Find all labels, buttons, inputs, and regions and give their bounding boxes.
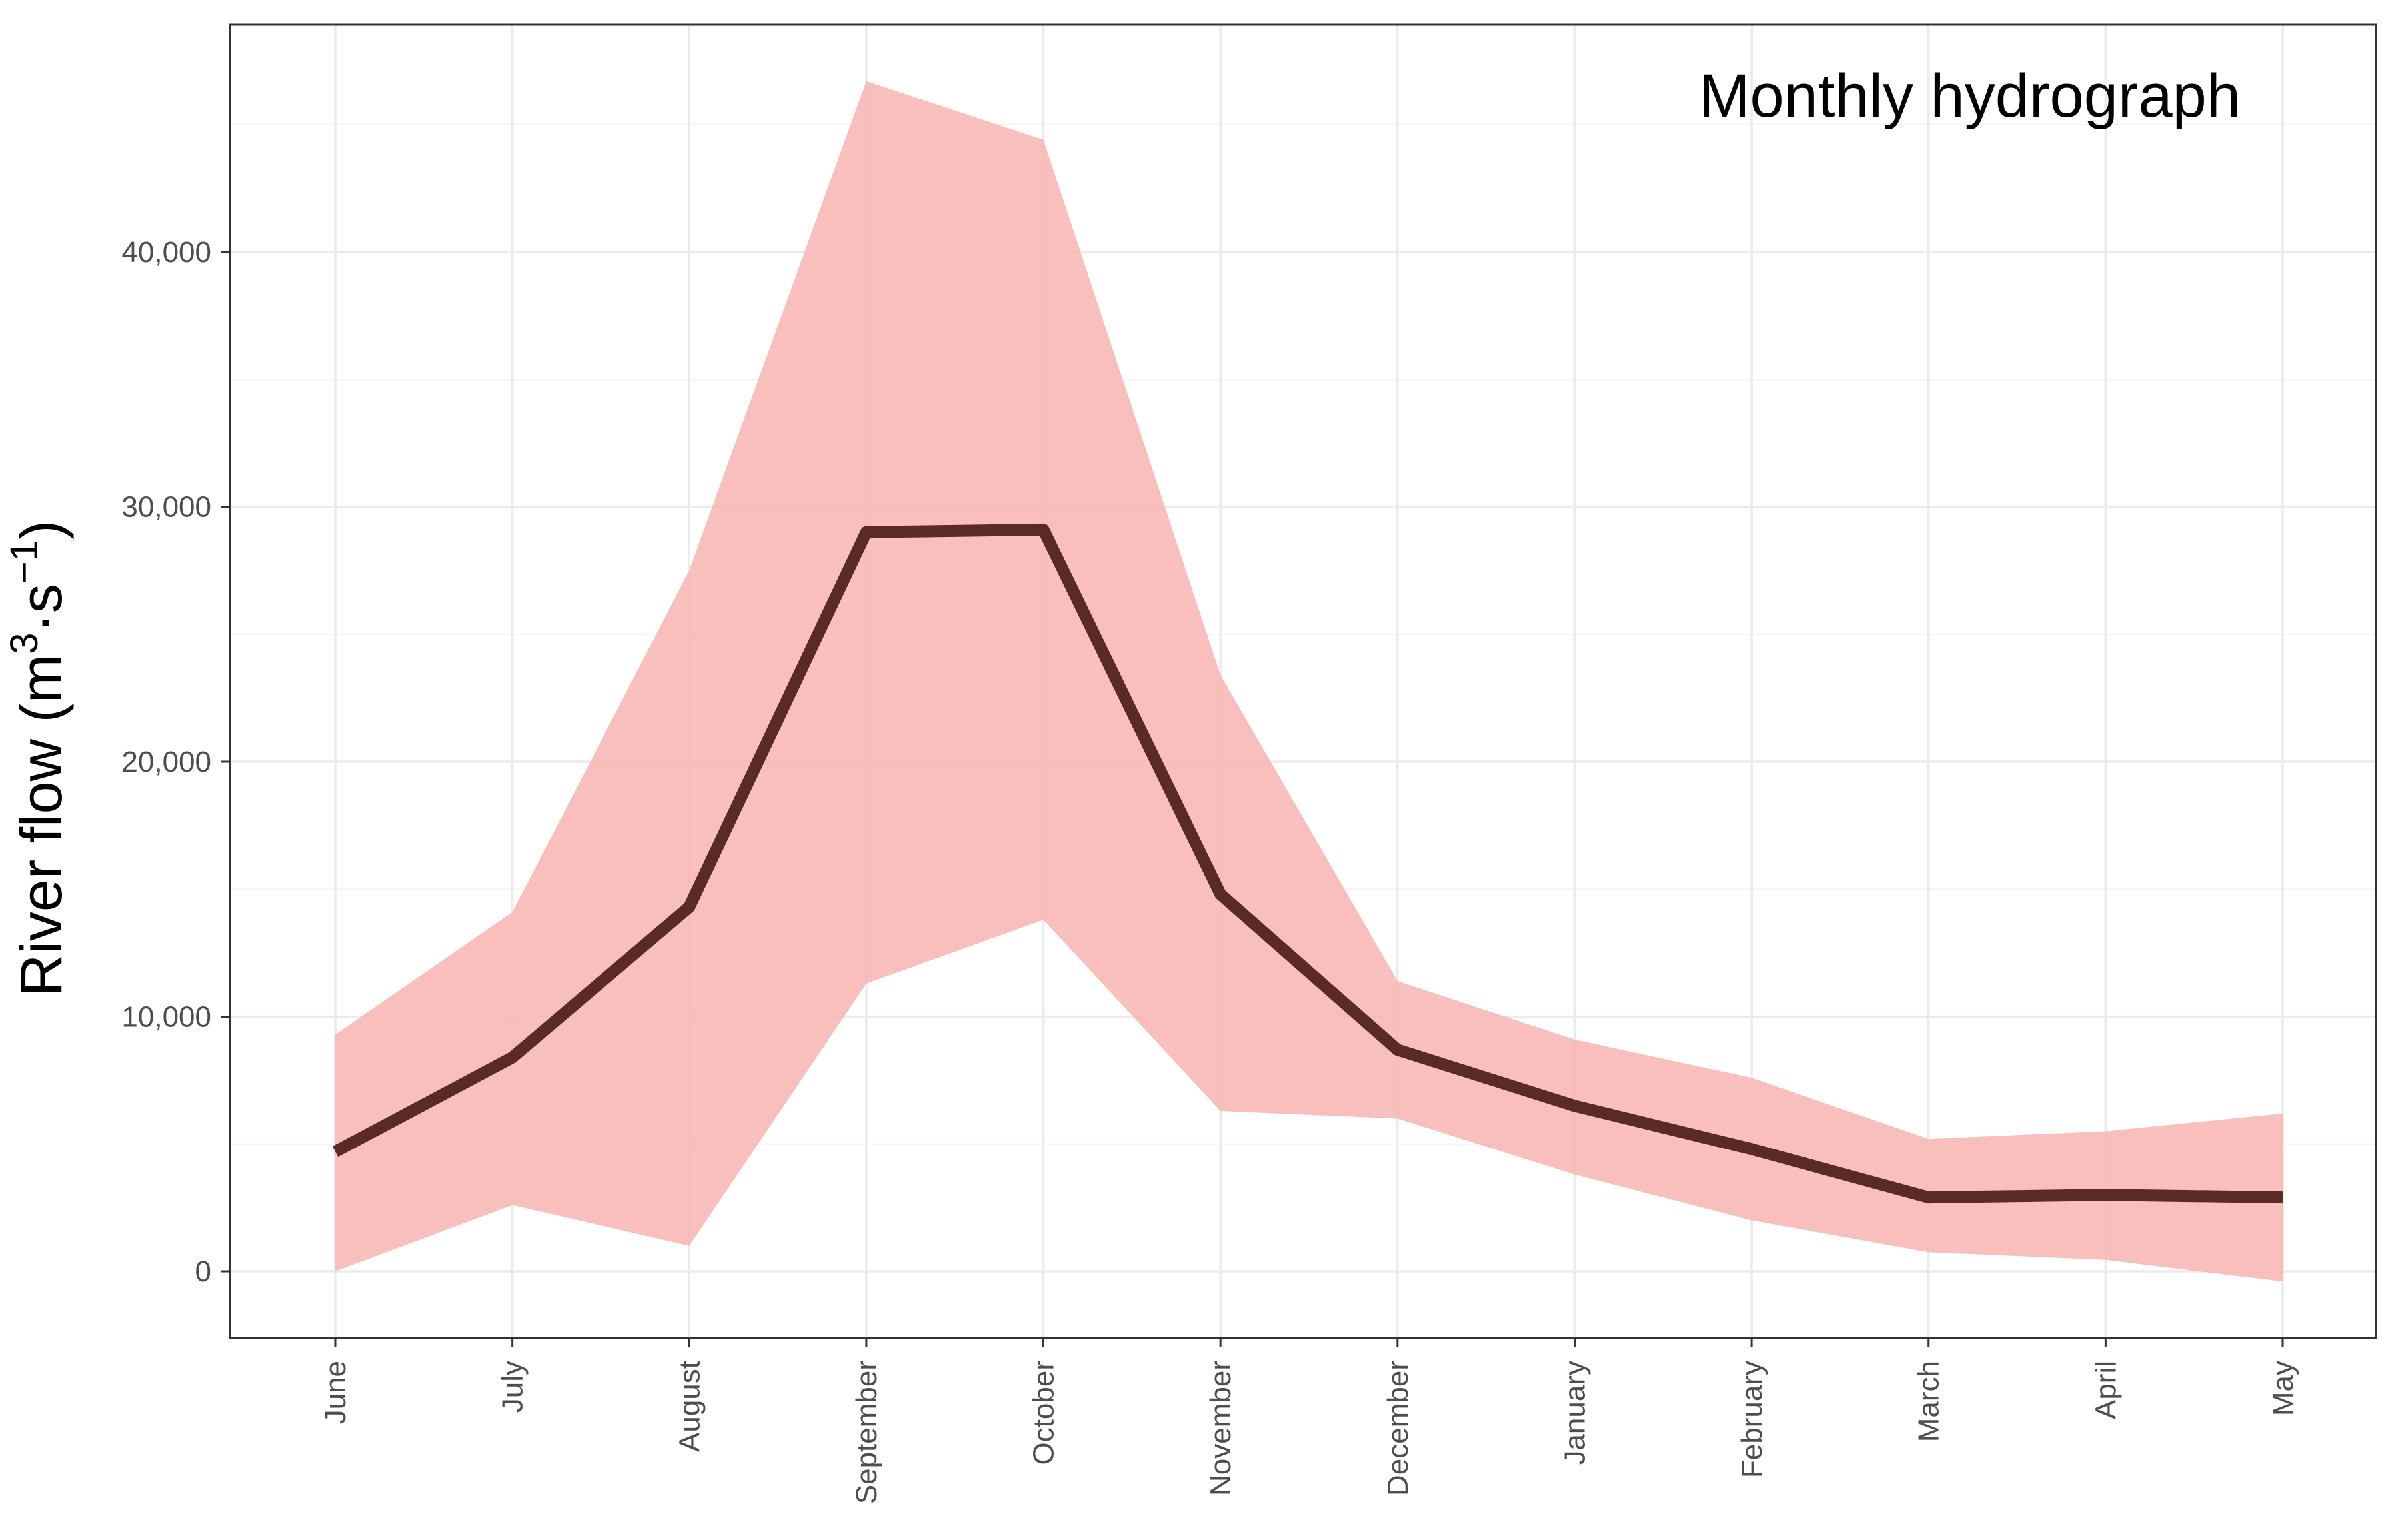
x-tick-label-february: February [1736,1361,1768,1478]
x-axis: June July August September October November De… [319,1338,2299,1504]
x-tick-label-july: July [497,1361,529,1413]
flow-range-band-layer [335,81,2283,1282]
x-tick-label-august: August [673,1361,706,1452]
chart-title: Monthly hydrograph [1699,62,2241,130]
y-tick-label: 0 [195,1255,211,1288]
flow-range-band [335,81,2283,1282]
x-tick-label-january: January [1558,1361,1591,1465]
x-tick-label-april: April [2089,1361,2122,1419]
y-tick-label: 40,000 [121,236,211,269]
mean-flow-line [332,523,2283,1204]
x-tick-label-december: December [1382,1361,1414,1496]
y-tick-label: 20,000 [121,746,211,778]
x-tick-label-october: October [1028,1361,1060,1465]
x-tick-label-march: March [1913,1361,1945,1442]
y-axis: 0 10,000 20,000 30,000 40,000 [121,236,230,1288]
x-tick-label-may: May [2267,1361,2299,1416]
y-tick-label: 30,000 [121,491,211,524]
mean-flow-point-march [1928,1197,1929,1198]
x-tick-label-september: September [850,1361,883,1504]
x-tick-label-june: June [319,1361,352,1424]
mean-flow-point-june [335,1151,336,1152]
plot-panel-border [229,23,2377,1339]
y-axis-title: River flow (m3·s−1) [3,520,74,996]
mean-flow-line-layer [332,523,2283,1204]
mean-flow-point-october [1043,529,1044,530]
x-tick-label-november: November [1204,1361,1237,1496]
mean-flow-point-august [688,906,690,908]
mean-flow-point-july [512,1057,513,1058]
y-tick-label: 10,000 [121,1001,211,1034]
